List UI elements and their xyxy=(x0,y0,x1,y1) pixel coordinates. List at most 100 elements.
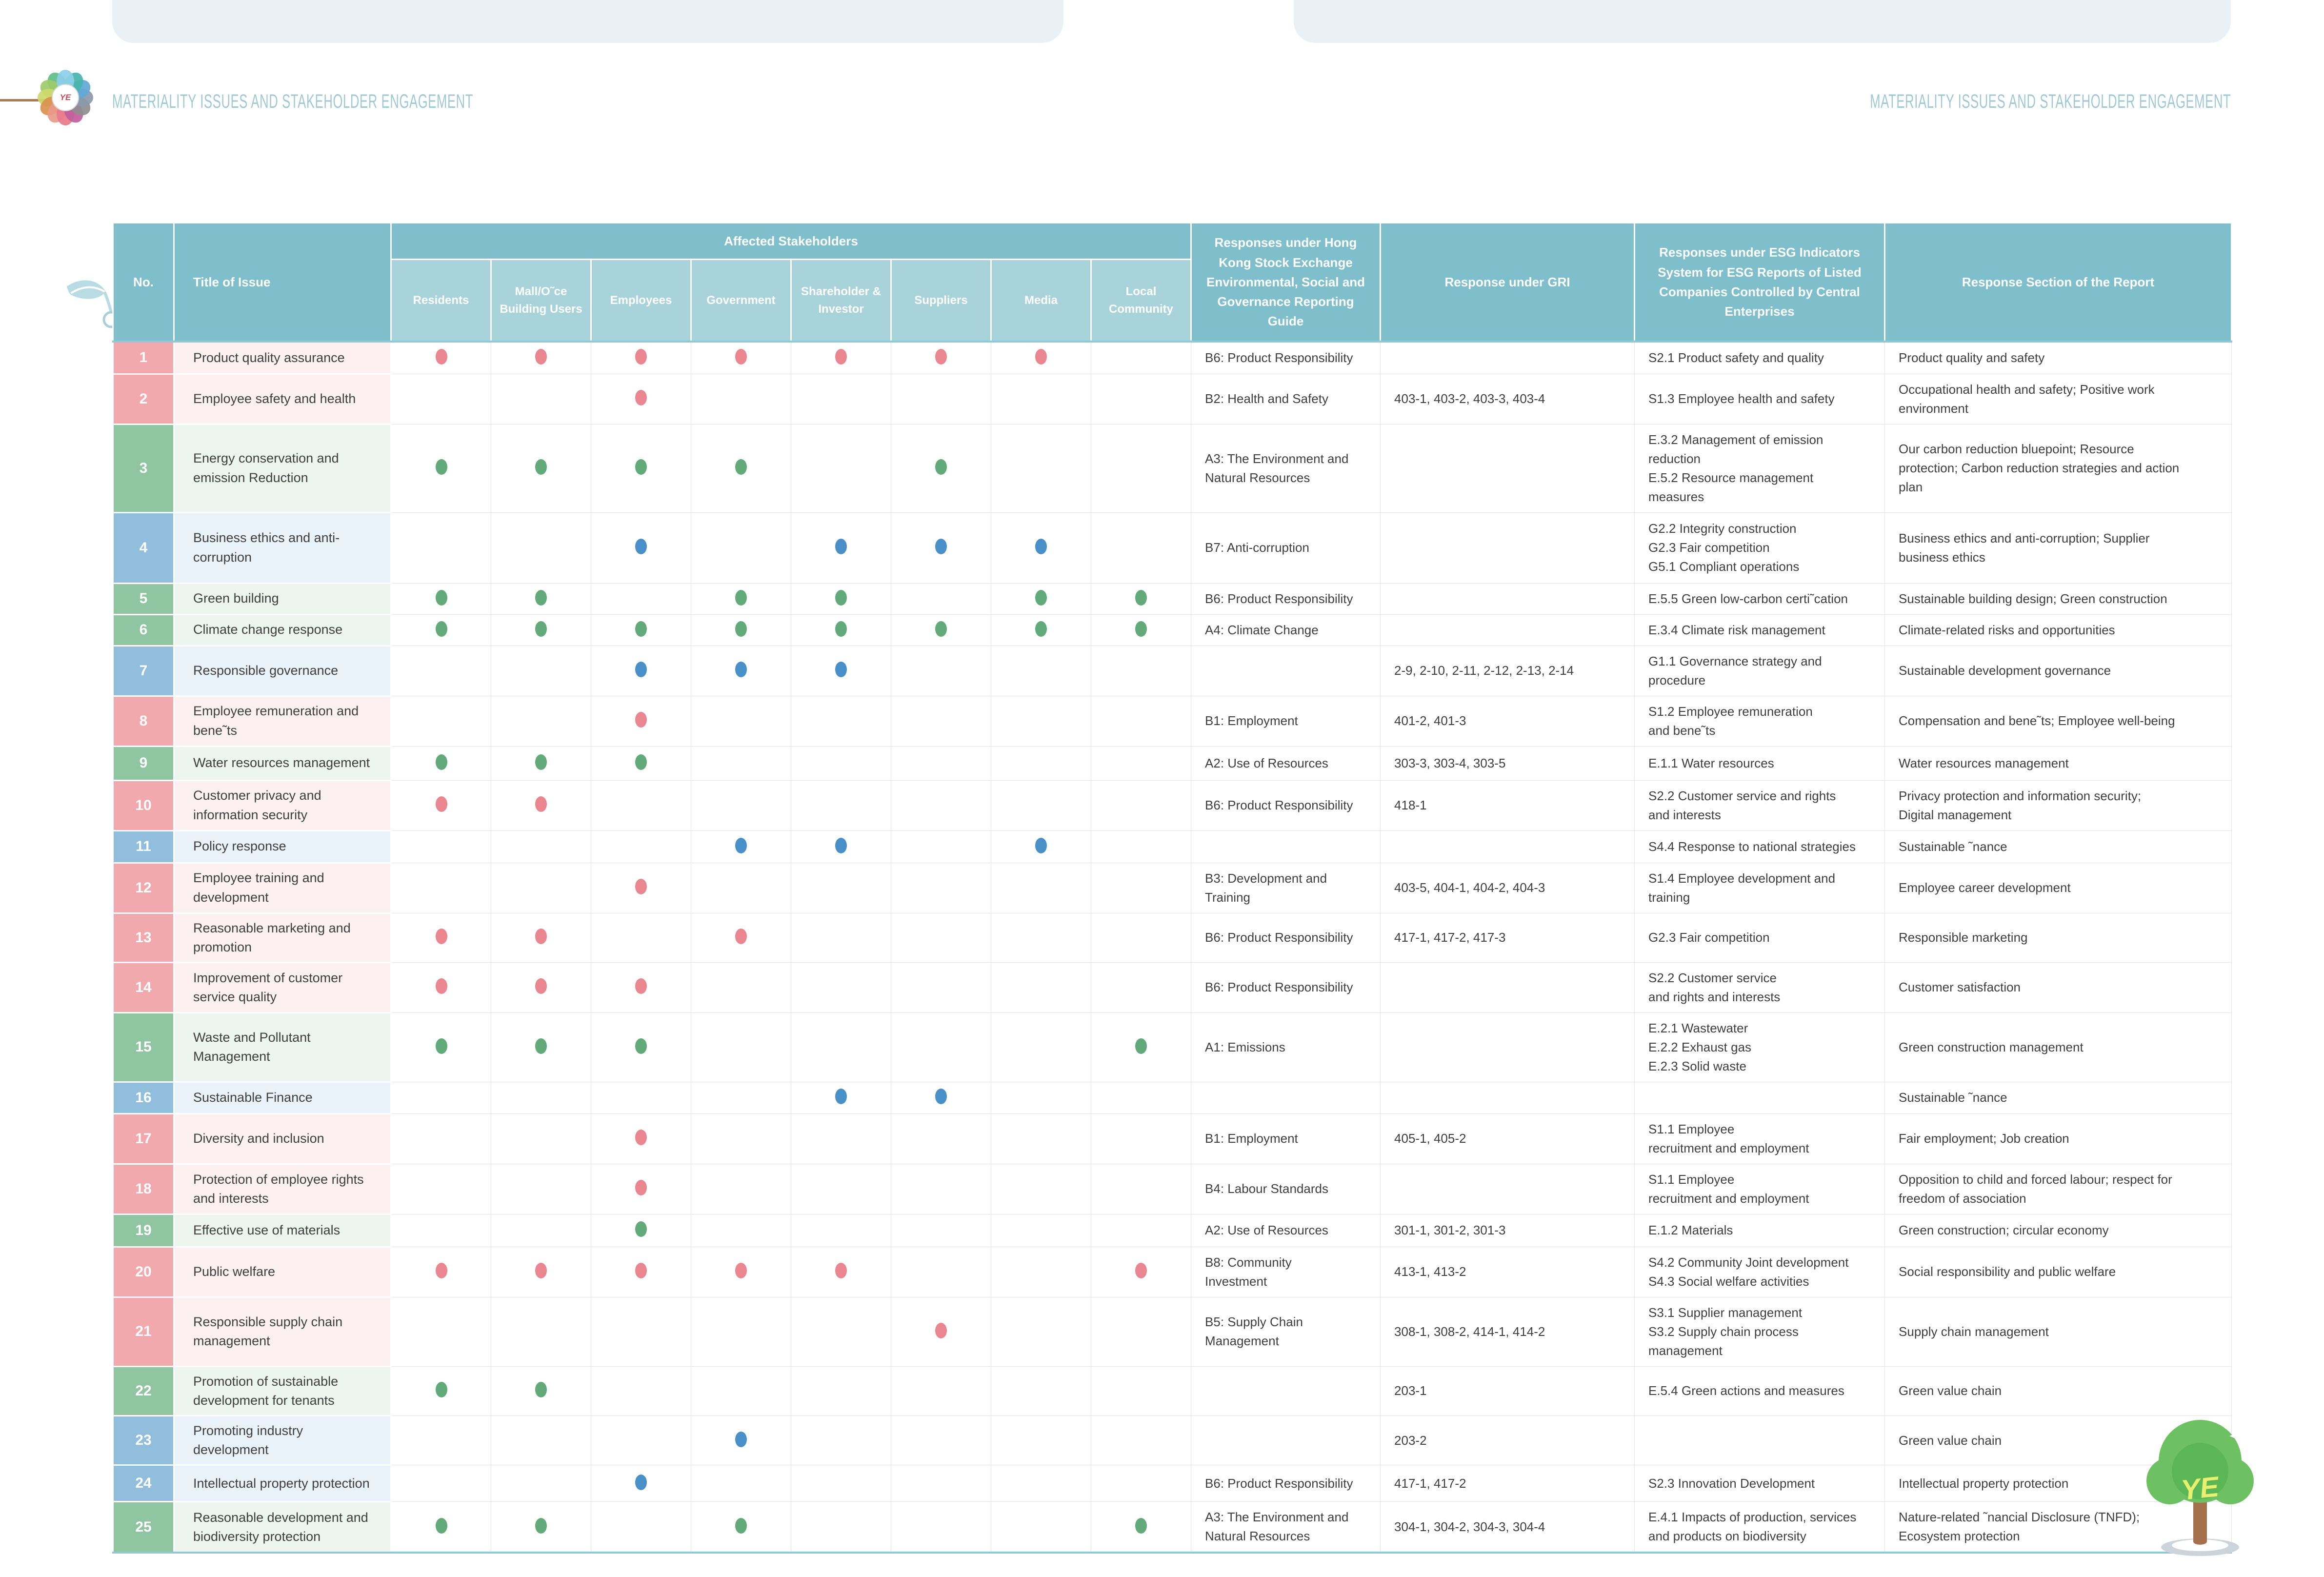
stakeholder-cell xyxy=(691,1163,791,1214)
stakeholder-cell xyxy=(1090,1296,1192,1367)
stakeholder-cell xyxy=(1090,780,1192,831)
stakeholder-cell xyxy=(991,962,1091,1013)
stakeholder-cell xyxy=(791,695,891,747)
esg-cell: E.5.4 Green actions and measures xyxy=(1634,1366,1885,1416)
stakeholder-cell xyxy=(891,583,991,615)
hkex-cell xyxy=(1191,1415,1381,1466)
stakeholder-cell xyxy=(791,862,891,913)
col-header-residents: Residents xyxy=(390,259,492,343)
stakeholder-cell xyxy=(991,1246,1091,1297)
stakeholder-cell xyxy=(691,583,791,615)
stakeholder-cell xyxy=(1090,1465,1192,1502)
stakeholder-dot xyxy=(1035,349,1047,365)
stakeholder-dot xyxy=(835,662,847,677)
section-cell: Occupational health and safety; Positive… xyxy=(1884,373,2232,425)
stakeholder-dot xyxy=(635,621,647,637)
table-row: 7 Responsible governance 2-9, 2-10, 2-11, … xyxy=(112,645,2232,697)
stakeholder-dot xyxy=(435,621,447,637)
stakeholder-cell xyxy=(791,373,891,425)
row-number: 13 xyxy=(112,912,175,963)
col-header-gri: Response under GRI xyxy=(1380,222,1636,343)
issue-title: Improvement of customer service quality xyxy=(173,961,392,1013)
stakeholder-cell xyxy=(791,645,891,696)
stakeholder-dot xyxy=(635,662,647,677)
stakeholder-dot xyxy=(435,754,447,770)
stakeholder-cell xyxy=(791,583,891,615)
table-row: 19 Effective use of materials A2: Use of R… xyxy=(112,1213,2232,1248)
stakeholder-cell xyxy=(391,1465,491,1502)
stakeholder-cell xyxy=(691,645,791,696)
gri-cell: 403-1, 403-2, 403-3, 403-4 xyxy=(1380,373,1635,425)
esg-cell: S1.4 Employee development and training xyxy=(1634,862,1885,913)
section-cell: Our carbon reduction bluepoint; Resource… xyxy=(1884,424,2232,513)
stakeholder-cell xyxy=(991,1296,1091,1367)
hkex-cell: A3: The Environment and Natural Resource… xyxy=(1191,1501,1381,1554)
row-number: 17 xyxy=(112,1112,175,1165)
section-cell: Privacy protection and information secur… xyxy=(1884,780,2232,831)
stakeholder-cell xyxy=(491,1366,591,1416)
stakeholder-cell xyxy=(991,1213,1091,1247)
stakeholder-cell xyxy=(891,614,991,646)
stakeholder-dot xyxy=(1135,1517,1147,1534)
stakeholder-dot xyxy=(635,1263,647,1279)
stakeholder-cell xyxy=(691,614,791,646)
stakeholder-cell xyxy=(491,862,591,913)
esg-cell: E.3.4 Climate risk management xyxy=(1634,614,1885,646)
row-number: 24 xyxy=(112,1464,175,1503)
stakeholder-cell xyxy=(1090,1113,1192,1164)
stakeholder-cell xyxy=(591,583,691,615)
stakeholder-cell xyxy=(991,645,1091,696)
hkex-cell: B1: Employment xyxy=(1191,695,1381,747)
stakeholder-cell xyxy=(1090,512,1192,584)
gri-cell xyxy=(1380,830,1635,863)
stakeholder-dot xyxy=(635,978,647,994)
gri-cell xyxy=(1380,1081,1635,1114)
row-number: 22 xyxy=(112,1365,175,1417)
stakeholder-cell xyxy=(791,1465,891,1502)
materiality-table-wrap: No. Title of Issue Affected Stakeholders… xyxy=(112,222,2233,1554)
stakeholder-cell xyxy=(791,1296,891,1367)
stakeholder-cell xyxy=(791,424,891,513)
stakeholder-dot xyxy=(635,1130,647,1146)
stakeholder-dot xyxy=(635,1180,647,1196)
stakeholder-cell xyxy=(391,1366,491,1416)
stakeholder-dot xyxy=(835,1263,847,1279)
stakeholder-cell xyxy=(491,373,591,425)
issue-title: Employee remuneration and bene˜ts xyxy=(173,695,392,747)
stakeholder-cell xyxy=(1090,830,1192,863)
stakeholder-dot xyxy=(835,621,847,637)
stakeholder-cell xyxy=(491,512,591,584)
stakeholder-cell xyxy=(891,912,991,963)
stakeholder-cell xyxy=(491,962,591,1013)
stakeholder-cell xyxy=(691,1081,791,1114)
esg-cell xyxy=(1634,1081,1885,1114)
stakeholder-cell xyxy=(791,1501,891,1554)
stakeholder-cell xyxy=(391,780,491,831)
row-number: 20 xyxy=(112,1246,175,1298)
stakeholder-dot xyxy=(1135,1263,1147,1279)
col-header-mall-office-users: Mall/O˜ce Building Users xyxy=(490,259,592,343)
issue-title: Responsible governance xyxy=(173,645,392,697)
stakeholder-cell xyxy=(591,512,691,584)
stakeholder-cell xyxy=(691,1213,791,1247)
stakeholder-cell xyxy=(991,862,1091,913)
stakeholder-cell xyxy=(691,830,791,863)
stakeholder-cell xyxy=(691,373,791,425)
section-cell: Green construction; circular economy xyxy=(1884,1213,2232,1247)
esg-cell: S4.4 Response to national strategies xyxy=(1634,830,1885,863)
stakeholder-cell xyxy=(591,1501,691,1554)
col-header-hkex: Responses under Hong Kong Stock Exchange… xyxy=(1190,222,1382,343)
hkex-cell: B6: Product Responsibility xyxy=(1191,583,1381,615)
hkex-cell xyxy=(1191,1366,1381,1416)
stakeholder-cell xyxy=(1090,341,1192,374)
top-strip-left xyxy=(112,0,1063,43)
stakeholder-cell xyxy=(491,780,591,831)
stakeholder-cell xyxy=(991,614,1091,646)
gri-cell xyxy=(1380,614,1635,646)
stakeholder-cell xyxy=(391,614,491,646)
hkex-cell: B6: Product Responsibility xyxy=(1191,962,1381,1013)
stakeholder-dot xyxy=(635,539,647,554)
col-header-section: Response Section of the Report xyxy=(1884,222,2233,343)
section-cell: Employee career development xyxy=(1884,862,2232,913)
table-row: 17 Diversity and inclusion B1: Employment 4… xyxy=(112,1112,2232,1165)
